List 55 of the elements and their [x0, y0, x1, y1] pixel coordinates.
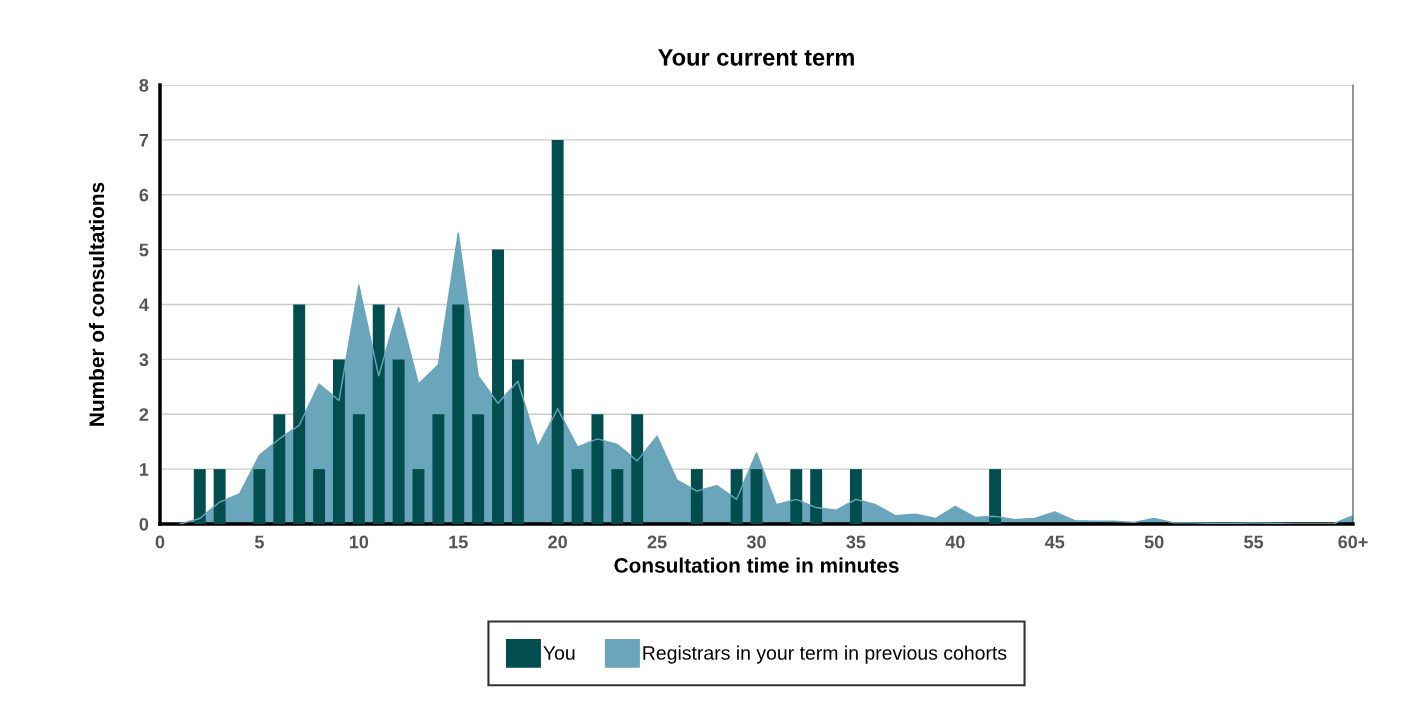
y-tick-label: 2 — [139, 408, 149, 421]
x-tick-label: 5 — [254, 535, 264, 549]
x-tick-label: 20 — [548, 535, 567, 549]
x-tick-label: 45 — [1044, 535, 1065, 549]
bar — [611, 469, 624, 524]
y-axis-title: Number of consultations — [88, 182, 105, 426]
y-tick-label: 0 — [139, 517, 149, 531]
bar — [352, 414, 365, 524]
bar — [293, 304, 306, 524]
bar — [193, 469, 206, 524]
y-tick-label: 4 — [139, 298, 149, 312]
bar — [790, 469, 803, 524]
bar — [849, 469, 862, 524]
x-tick-label: 15 — [449, 535, 468, 549]
bar — [750, 469, 763, 524]
x-tick-label: 40 — [945, 535, 965, 549]
bar — [332, 359, 345, 524]
x-tick-label: 30 — [746, 535, 766, 549]
bar — [511, 359, 524, 524]
x-tick-label: 60+ — [1338, 535, 1368, 549]
x-axis-title: Consultation time in minutes — [614, 557, 899, 573]
bar — [571, 469, 584, 524]
legend-label: You — [543, 646, 575, 660]
bar — [452, 304, 465, 524]
bar — [412, 469, 425, 524]
bar — [989, 469, 1002, 524]
bar — [591, 414, 604, 524]
bar — [690, 469, 703, 524]
bar — [372, 304, 385, 524]
bar — [551, 139, 564, 524]
y-tick-label: 5 — [139, 243, 149, 257]
bar — [810, 469, 823, 524]
bar — [213, 469, 226, 524]
bar — [313, 469, 326, 524]
y-tick-label: 3 — [139, 353, 149, 367]
bar — [730, 469, 743, 524]
y-tick-label: 8 — [139, 78, 149, 92]
legend-label: Registrars in your term in previous cohorts — [643, 645, 1007, 664]
x-tick-label: 0 — [155, 535, 165, 549]
x-tick-label: 50 — [1144, 535, 1164, 549]
x-tick-label: 10 — [349, 535, 369, 549]
bar — [253, 469, 266, 524]
x-tick-label: 25 — [647, 535, 667, 549]
y-tick-label: 6 — [139, 188, 149, 202]
x-tick-label: 35 — [846, 535, 866, 549]
bar — [432, 414, 445, 524]
bar — [273, 414, 286, 524]
y-tick-label: 7 — [139, 134, 149, 147]
bar — [392, 359, 405, 524]
chart-title: Your current term — [658, 49, 854, 66]
bar — [631, 414, 644, 524]
y-tick-label: 1 — [139, 463, 149, 476]
x-tick-label: 55 — [1244, 535, 1264, 549]
bar — [492, 249, 504, 524]
bar — [472, 414, 485, 524]
